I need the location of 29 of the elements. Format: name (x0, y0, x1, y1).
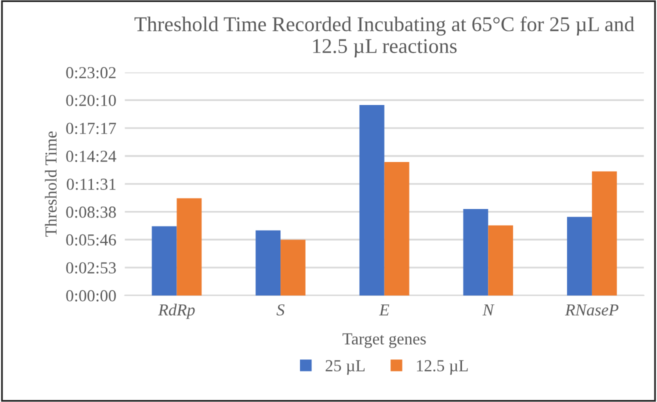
y-tick-label: 0:20:10 (66, 94, 116, 106)
bar (359, 104, 384, 296)
chart-title: Threshold Time Recorded Incubating at 65°C for 25 µL and 12.5 µL reactions (134, 16, 634, 58)
bar (592, 171, 617, 296)
bar (488, 225, 514, 296)
y-tick-label: 0:11:31 (66, 178, 116, 190)
y-tick-label: 0:05:46 (66, 234, 116, 246)
bar (280, 240, 306, 296)
bar (176, 198, 202, 296)
legend-label: 12.5 µL (417, 360, 468, 375)
x-tick-label: S (276, 304, 284, 316)
legend-label: 25 µL (326, 360, 365, 375)
bar (463, 208, 488, 296)
x-axis-title: Target genes (342, 333, 426, 348)
bar (384, 162, 410, 296)
y-tick-label: 0:08:38 (66, 206, 116, 218)
y-tick-label: 0:14:24 (66, 150, 116, 162)
bar (567, 216, 592, 296)
y-tick-label: 0:00:00 (66, 290, 116, 302)
bar (256, 230, 281, 296)
y-tick-label: 0:02:53 (66, 262, 116, 274)
x-tick-label: E (379, 304, 390, 316)
x-tick-label: N (482, 304, 494, 316)
y-tick-label: 0:17:17 (66, 122, 116, 134)
y-tick-label: 0:23:02 (66, 67, 116, 78)
y-axis-title: Threshold Time (44, 131, 57, 237)
bar (152, 226, 177, 296)
x-tick-label: RNaseP (565, 304, 618, 316)
x-tick-label: RdRp (158, 304, 195, 319)
